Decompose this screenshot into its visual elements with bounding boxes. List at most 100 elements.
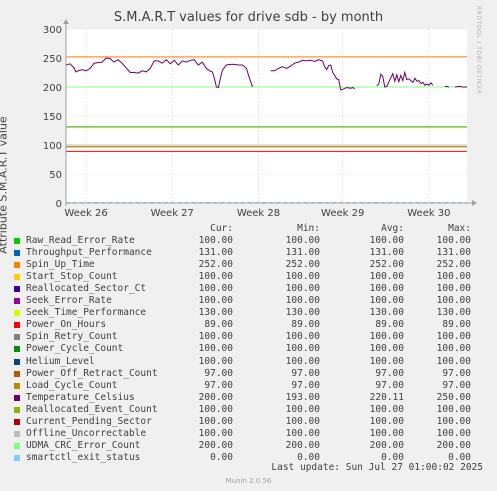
legend-row: Power_On_Hours 89.00 89.00 89.00 89.00 bbox=[0, 319, 497, 331]
legend-cur-value: 97.00 bbox=[204, 379, 233, 391]
legend-cur-value: 97.00 bbox=[204, 367, 233, 379]
legend-row: smartctl_exit_status 0.00 0.00 0.00 0.00 bbox=[0, 452, 497, 464]
legend-series-name: Offline_Uncorrectable bbox=[26, 427, 147, 439]
legend-avg-value: 100.00 bbox=[369, 415, 404, 427]
legend-row: Start_Stop_Count 100.00 100.00 100.00 100.00 bbox=[0, 271, 497, 283]
legend-avg-value: 131.00 bbox=[369, 247, 404, 259]
legend-max-value: 97.00 bbox=[442, 367, 471, 379]
legend-row: Power_Off_Retract_Count 97.00 97.00 97.00 97… bbox=[0, 368, 497, 380]
legend-swatch bbox=[14, 442, 20, 449]
legend-series-name: UDMA_CRC_Error_Count bbox=[26, 439, 141, 451]
legend-avg-value: 0.00 bbox=[381, 451, 404, 463]
legend-max-value: 100.00 bbox=[436, 403, 471, 415]
legend-avg-value: 100.00 bbox=[369, 235, 404, 246]
x-tick-label: Week 26 bbox=[64, 208, 107, 219]
legend-swatch bbox=[14, 286, 20, 293]
x-tick-label: Week 30 bbox=[407, 208, 450, 219]
legend-max-value: 100.00 bbox=[436, 235, 471, 246]
legend-swatch bbox=[14, 334, 20, 341]
chart-title: S.M.A.R.T values for drive sdb - by mont… bbox=[113, 10, 384, 25]
legend-avg-value: 100.00 bbox=[369, 295, 404, 307]
legend-cur-value: 100.00 bbox=[198, 355, 233, 367]
legend-series-name: Temperature_Celsius bbox=[26, 391, 135, 403]
series-line-temperature_celsius bbox=[454, 85, 467, 88]
legend-avg-value: 100.00 bbox=[369, 403, 404, 415]
legend-max-value: 100.00 bbox=[436, 343, 471, 355]
legend-avg-value: 97.00 bbox=[375, 379, 404, 391]
legend-row: Reallocated_Sector_Ct 100.00 100.00 100.00 1… bbox=[0, 283, 497, 295]
legend-swatch bbox=[14, 346, 20, 353]
y-axis-arrow bbox=[63, 19, 69, 24]
legend-avg-value: 100.00 bbox=[369, 283, 404, 295]
legend-series-name: Spin_Up_Time bbox=[26, 259, 95, 271]
legend-max-value: 100.00 bbox=[436, 355, 471, 367]
legend-row: Throughput_Performance 131.00 131.00 131.00… bbox=[0, 247, 497, 259]
legend-row: Raw_Read_Error_Rate 100.00 100.00 100.00 100… bbox=[0, 235, 497, 247]
legend-row: Current_Pending_Sector 100.00 100.00 100.00… bbox=[0, 416, 497, 428]
legend-cur-value: 100.00 bbox=[198, 343, 233, 355]
legend-series-name: Power_Cycle_Count bbox=[26, 343, 124, 355]
y-tick-label: 200 bbox=[43, 83, 62, 94]
legend-avg-value: 97.00 bbox=[375, 367, 404, 379]
y-tick-label: 100 bbox=[43, 141, 62, 152]
legend-row: Temperature_Celsius 200.00 193.00 220.11 250… bbox=[0, 392, 497, 404]
last-update: Last update: Sun Jul 27 01:00:02 2025 bbox=[271, 462, 483, 473]
legend-cur-value: 100.00 bbox=[198, 283, 233, 295]
legend-swatch bbox=[14, 394, 20, 401]
legend-row: Helium_Level 100.00 100.00 100.00 100.00 bbox=[0, 356, 497, 368]
y-tick-label: 150 bbox=[43, 112, 62, 123]
legend-max-value: 200.00 bbox=[436, 439, 471, 451]
col-avg-header: Avg: bbox=[381, 223, 404, 234]
plot-area: 0 50 100 150 200 250 300 Week 26 Week 27 Week 28 W… bbox=[43, 19, 477, 219]
legend-cur-value: 100.00 bbox=[198, 235, 233, 246]
legend-min-value: 252.00 bbox=[285, 259, 320, 271]
series-line-temperature_celsius bbox=[65, 57, 253, 89]
legend-swatch bbox=[14, 418, 20, 425]
legend-min-value: 100.00 bbox=[285, 235, 320, 246]
col-min-header: Min: bbox=[297, 223, 320, 234]
legend-min-value: 100.00 bbox=[285, 427, 320, 439]
x-axis-arrow bbox=[472, 200, 477, 206]
legend-min-value: 100.00 bbox=[285, 355, 320, 367]
x-tick-label: Week 27 bbox=[151, 208, 194, 219]
legend-max-value: 100.00 bbox=[436, 415, 471, 427]
legend-cur-value: 100.00 bbox=[198, 331, 233, 343]
legend-min-value: 193.00 bbox=[285, 391, 320, 403]
legend-avg-value: 252.00 bbox=[369, 259, 404, 271]
legend-avg-value: 100.00 bbox=[369, 331, 404, 343]
legend-row: Spin_Up_Time 252.00 252.00 252.00 252.00 bbox=[0, 259, 497, 271]
legend-max-value: 100.00 bbox=[436, 295, 471, 307]
legend-avg-value: 200.00 bbox=[369, 439, 404, 451]
legend-avg-value: 100.00 bbox=[369, 271, 404, 283]
legend-series-name: Reallocated_Sector_Ct bbox=[26, 283, 147, 295]
legend-min-value: 97.00 bbox=[291, 379, 320, 391]
legend-row: Power_Cycle_Count 100.00 100.00 100.00 100.0… bbox=[0, 343, 497, 355]
legend-max-value: 130.00 bbox=[436, 307, 471, 319]
legend-series-name: Seek_Error_Rate bbox=[26, 295, 112, 307]
legend-row: Seek_Error_Rate 100.00 100.00 100.00 100.00 bbox=[0, 295, 497, 307]
col-cur-header: Cur: bbox=[210, 223, 233, 234]
legend-row: Offline_Uncorrectable 100.00 100.00 100.00 1… bbox=[0, 428, 497, 440]
legend-series-name: Spin_Retry_Count bbox=[26, 331, 118, 343]
legend-avg-value: 220.11 bbox=[369, 391, 404, 403]
legend-min-value: 131.00 bbox=[285, 247, 320, 259]
chart-plot: 0 50 100 150 200 250 300 Week 26 Week 27 Week 28 W… bbox=[43, 19, 477, 219]
munin-footer: Munin 2.0.56 bbox=[225, 477, 272, 485]
legend-cur-value: 100.00 bbox=[198, 295, 233, 307]
legend-swatch bbox=[14, 238, 20, 244]
legend-max-value: 100.00 bbox=[436, 283, 471, 295]
legend-cur-value: 100.00 bbox=[198, 427, 233, 439]
legend-cur-value: 100.00 bbox=[198, 403, 233, 415]
legend-avg-value: 89.00 bbox=[375, 319, 404, 331]
legend-max-value: 100.00 bbox=[436, 427, 471, 439]
legend-series-name: Current_Pending_Sector bbox=[26, 415, 152, 427]
legend-min-value: 97.00 bbox=[291, 367, 320, 379]
legend-min-value: 100.00 bbox=[285, 283, 320, 295]
legend-series-name: Load_Cycle_Count bbox=[26, 379, 118, 391]
legend-max-value: 250.00 bbox=[436, 391, 471, 403]
legend-min-value: 130.00 bbox=[285, 307, 320, 319]
legend-swatch bbox=[14, 370, 20, 377]
legend-series-name: smartctl_exit_status bbox=[26, 451, 141, 463]
legend-avg-value: 100.00 bbox=[369, 355, 404, 367]
legend-row: Load_Cycle_Count 97.00 97.00 97.00 97.00 bbox=[0, 380, 497, 392]
